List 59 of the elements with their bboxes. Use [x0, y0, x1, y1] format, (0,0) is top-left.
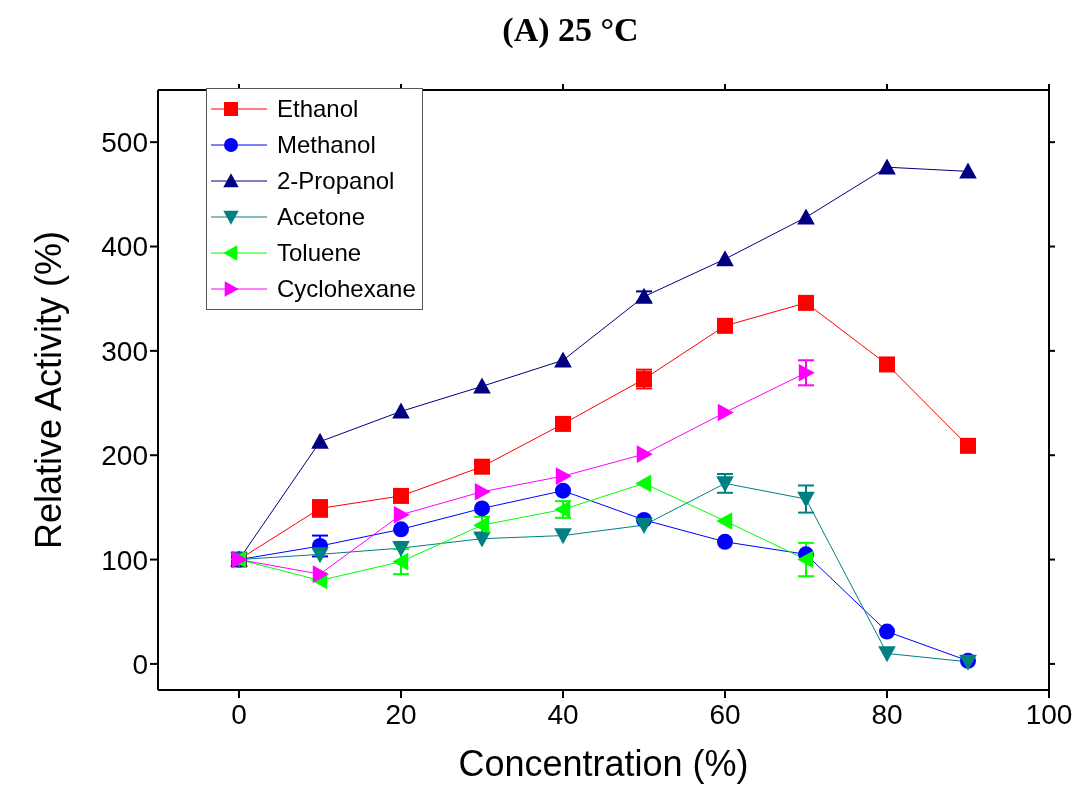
point	[393, 505, 410, 524]
point	[312, 565, 329, 583]
x-tick-label: 0	[231, 698, 247, 730]
point	[717, 403, 734, 422]
point	[879, 356, 895, 373]
legend-label: Acetone	[277, 203, 366, 231]
point	[635, 474, 652, 493]
point	[797, 550, 814, 569]
legend-label: Cyclohexane	[277, 275, 416, 303]
y-tick-label: 100	[101, 544, 148, 576]
legend-label: Methanol	[277, 131, 376, 159]
point	[717, 317, 733, 334]
y-tick-label: 500	[101, 127, 148, 159]
x-tick-label: 40	[547, 698, 579, 730]
point	[474, 458, 490, 475]
point	[878, 646, 896, 663]
legend-label: Ethanol	[277, 95, 359, 123]
y-tick-label: 400	[101, 231, 148, 263]
point	[797, 208, 815, 225]
x-tick-label: 100	[1025, 698, 1073, 730]
y-tick-label: 0	[132, 648, 148, 680]
point	[717, 533, 733, 550]
point	[879, 623, 895, 640]
point	[798, 294, 814, 311]
point	[393, 487, 409, 504]
point	[959, 162, 977, 179]
point	[555, 482, 571, 499]
point	[716, 512, 733, 530]
y-tick-label: 200	[101, 440, 148, 472]
x-tick-label: 20	[385, 698, 417, 730]
point	[473, 377, 491, 394]
point	[797, 491, 815, 508]
point	[473, 531, 491, 548]
point	[392, 540, 410, 557]
point	[474, 500, 490, 517]
chart-title: (A) 25 °C	[501, 10, 640, 50]
point	[798, 363, 815, 382]
point	[554, 528, 572, 545]
y-axis-title: Relative Activity (%)	[27, 230, 69, 550]
point	[474, 482, 491, 501]
point	[311, 547, 329, 564]
point	[554, 351, 572, 368]
point	[555, 415, 571, 432]
point	[878, 158, 896, 175]
point	[555, 467, 572, 485]
x-tick-label: 60	[709, 698, 741, 730]
point	[311, 432, 329, 449]
point	[392, 552, 409, 571]
point	[393, 521, 409, 538]
x-axis-title: Concentration (%)	[458, 743, 749, 784]
legend-label: Toluene	[277, 239, 362, 267]
point	[636, 445, 653, 463]
legend-label: 2-Propanol	[277, 167, 395, 195]
point	[635, 517, 653, 534]
x-tick-label: 80	[871, 698, 903, 730]
y-tick-label: 300	[101, 335, 148, 367]
point	[392, 402, 410, 419]
point	[960, 437, 976, 454]
point	[716, 250, 734, 267]
